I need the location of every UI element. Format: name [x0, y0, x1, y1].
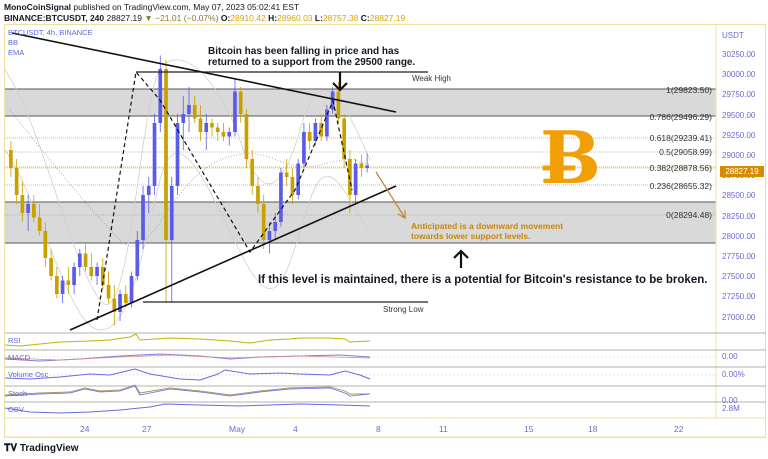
stoch-label[interactable]: Stoch [8, 389, 28, 398]
time-tick: 24 [80, 424, 90, 434]
tradingview-brand: TradingView [19, 443, 79, 454]
rsi-label[interactable]: RSI [8, 336, 21, 345]
volume-osc-label[interactable]: Volume Osc [8, 370, 49, 379]
price-tick: 29500.00 [722, 110, 756, 120]
current-price-tag: 28827.19 [720, 166, 764, 177]
support-zone [5, 202, 716, 243]
close-value: 28827.19 [369, 13, 406, 23]
top-annotation: Bitcoin has been falling in price and ha… [208, 46, 415, 68]
publisher-name: MonoCoinSignal [4, 2, 72, 12]
stoch-value: 0.00 [722, 396, 738, 405]
price-tick: 30250.00 [722, 50, 756, 59]
price-tick: 29000.00 [722, 151, 756, 160]
top-annotation-line1: Bitcoin has been falling in price and ha… [208, 46, 400, 57]
fib-level-label: 0(28294.48) [666, 210, 712, 220]
high-value: 28960.03 [277, 13, 313, 23]
chart-legend: BTCUSDT, 4h, BINANCE BB EMA [8, 28, 93, 58]
anticipated-annotation: Anticipated is a downward movement towar… [411, 221, 563, 241]
low-value: 28757.38 [322, 13, 359, 23]
open-value: 28910.42 [230, 13, 266, 23]
time-tick: 18 [588, 424, 598, 434]
price-tick: 27000.00 [722, 312, 756, 322]
published-text: published on TradingView.com, May 07, 20… [73, 2, 300, 12]
symbol-name: BINANCE:BTCUSDT, 240 [4, 13, 105, 23]
time-tick: 15 [524, 424, 534, 434]
obv-label[interactable]: OBV [8, 405, 24, 414]
legend-ema[interactable]: EMA [8, 48, 25, 57]
price-tick: 27250.00 [722, 292, 756, 302]
price-tick: 27750.00 [722, 252, 756, 261]
time-tick: 27 [142, 424, 152, 434]
resistance-zone [5, 89, 716, 116]
weak-high-label: Weak High [412, 74, 451, 83]
price-tick: 29250.00 [722, 130, 756, 140]
fib-level-label: 0.5(29058.99) [659, 147, 712, 157]
bitcoin-logo-icon: Ƀ [540, 115, 601, 200]
fib-level-label: 0.786(29496.29) [649, 112, 712, 122]
time-tick: 22 [674, 424, 684, 434]
legend-bb[interactable]: BB [8, 38, 19, 47]
last-price: 28827.19 [106, 13, 142, 23]
legend-series[interactable]: BTCUSDT, 4h, BINANCE [8, 28, 93, 37]
time-tick: 4 [293, 424, 298, 434]
price-tick: 29750.00 [722, 90, 756, 100]
publish-info: MonoCoinSignal published on TradingView.… [4, 2, 299, 12]
price-change: ▼ −21.01 (−0.07%) [144, 13, 219, 23]
anticipated-line2: towards lower support levels. [411, 231, 531, 241]
anticipated-line1: Anticipated is a downward movement [411, 221, 564, 231]
macd-label[interactable]: MACD [8, 353, 31, 362]
top-annotation-line2: returned to a support from the 29500 ran… [208, 57, 416, 68]
close-label: C: [360, 13, 370, 23]
fib-level-label: 1(29823.50) [666, 85, 712, 95]
volume-osc-value: 0.00% [722, 370, 745, 379]
price-unit: USDT [722, 31, 744, 40]
price-tick: 28500.00 [722, 191, 756, 201]
high-label: H: [268, 13, 278, 23]
strong-low-label: Strong Low [383, 305, 424, 314]
tradingview-icon: 𝐓𝐕 [4, 443, 20, 454]
obv-value: 2.8M [722, 404, 740, 413]
fib-level-label: 0.382(28878.56) [649, 163, 712, 173]
price-tick: 27500.00 [722, 272, 756, 282]
time-tick: 8 [376, 424, 381, 434]
low-label: L: [314, 13, 323, 23]
price-tick: 28000.00 [722, 231, 756, 241]
tradingview-logo[interactable]: 𝐓𝐕 TradingView [4, 443, 79, 454]
open-label: O: [220, 13, 231, 23]
time-tick: May [229, 424, 246, 434]
symbol-info: BINANCE:BTCUSDT, 240 28827.19 ▼ −21.01 (… [4, 13, 405, 23]
time-tick: 11 [439, 424, 448, 434]
price-tick: 30000.00 [722, 70, 756, 80]
candlesticks [9, 55, 369, 326]
fib-level-label: 0.618(29239.41) [649, 133, 712, 143]
macd-value: 0.00 [722, 352, 738, 361]
fib-level-label: 0.236(28655.32) [649, 181, 712, 191]
bottom-annotation: If this level is maintained, there is a … [258, 274, 708, 286]
price-tick: 28250.00 [722, 211, 756, 221]
